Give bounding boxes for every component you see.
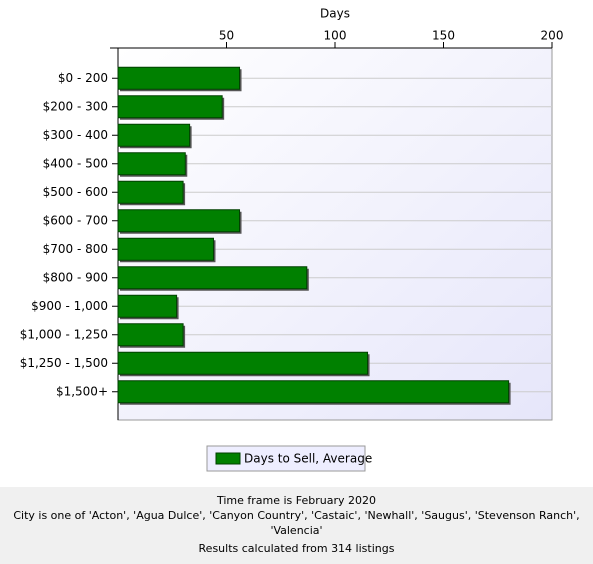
legend-label: Days to Sell, Average: [244, 452, 372, 466]
y-tick-label: $200 - 300: [43, 99, 108, 113]
footer-line: City is one of 'Acton', 'Agua Dulce', 'C…: [13, 509, 580, 537]
legend-swatch: [215, 452, 241, 465]
bar: [117, 180, 184, 204]
x-tick-label: 100: [324, 29, 347, 43]
y-tick-label: $400 - 500: [43, 156, 108, 170]
y-tick-label: $900 - 1,000: [31, 299, 108, 313]
y-tick-label: $0 - 200: [58, 71, 108, 85]
x-axis-title: Days: [320, 7, 350, 21]
x-tick-label: 50: [219, 29, 234, 43]
x-tick-label: 200: [541, 29, 564, 43]
y-tick-label: $1,000 - 1,250: [20, 327, 108, 341]
x-tick-label: 150: [432, 29, 455, 43]
bar: [117, 66, 241, 90]
chart: Days 50 100 150 200 $0 - 200 $200 - 300 $300 -…: [20, 7, 564, 472]
y-tick-label: $500 - 600: [43, 185, 108, 199]
bar: [117, 209, 241, 233]
footer-line: Time frame is February 2020: [216, 494, 377, 507]
bar: [117, 123, 191, 147]
bar: [117, 294, 178, 318]
y-tick-label: $600 - 700: [43, 213, 108, 227]
footer-line: Results calculated from 314 listings: [198, 542, 395, 555]
bar: [117, 323, 184, 347]
bar: [117, 237, 214, 261]
y-tick-label: $700 - 800: [43, 242, 108, 256]
y-tick-label: $1,250 - 1,500: [20, 356, 108, 370]
bar: [117, 351, 369, 375]
bar: [117, 266, 308, 290]
y-tick-label: $300 - 400: [43, 128, 108, 142]
y-tick-label: $800 - 900: [43, 270, 108, 284]
bar: [117, 95, 223, 119]
bar: [117, 152, 186, 176]
y-tick-label: $1,500+: [56, 384, 108, 398]
footer: Time frame is February 2020 City is one …: [0, 487, 593, 564]
bar: [117, 380, 510, 404]
